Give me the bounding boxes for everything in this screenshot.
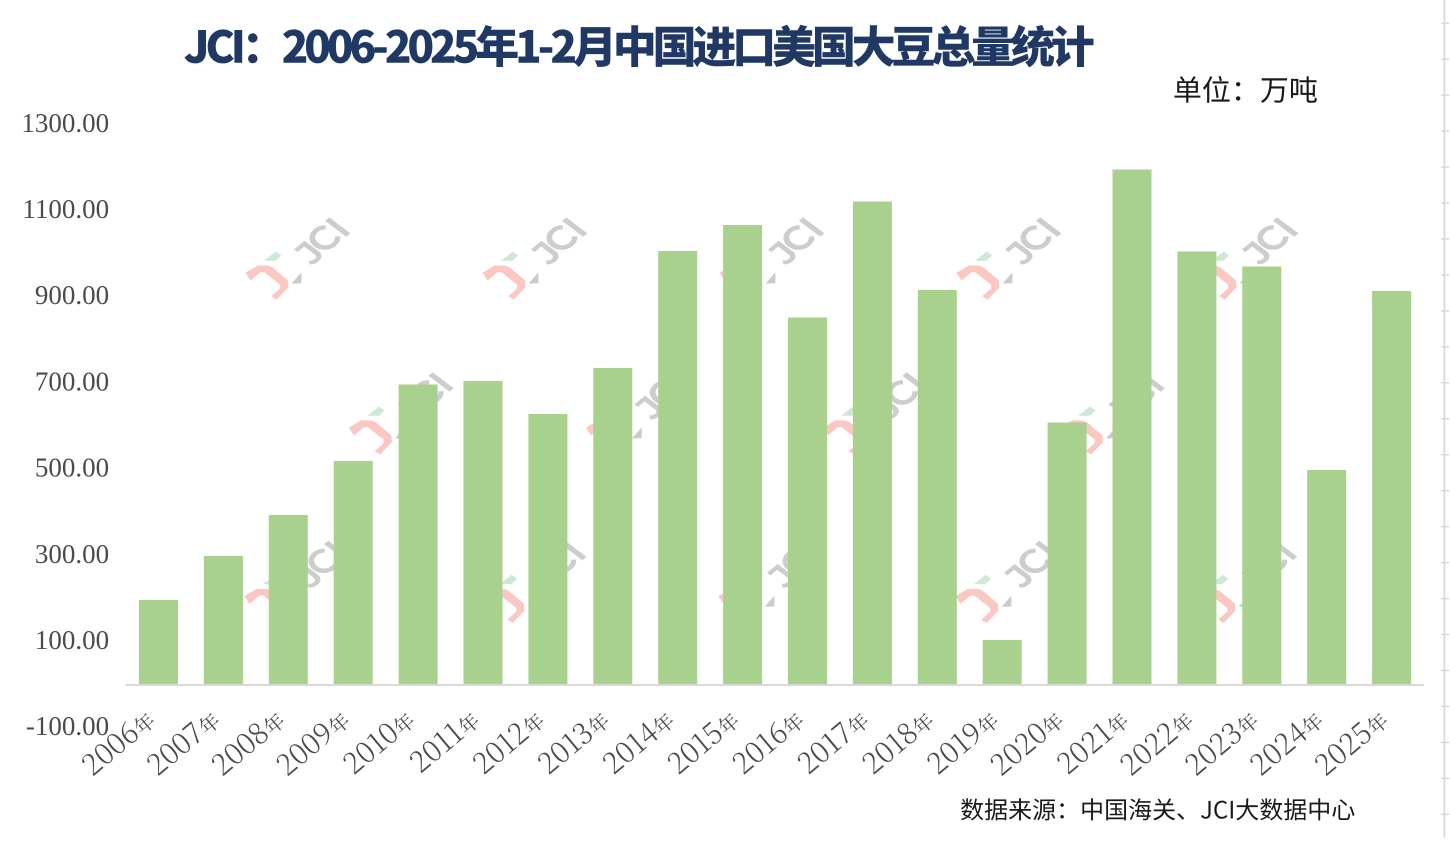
svg-text:900.00: 900.00 — [35, 280, 109, 310]
svg-text:100.00: 100.00 — [35, 625, 109, 655]
svg-text:1100.00: 1100.00 — [22, 194, 109, 224]
svg-text:700.00: 700.00 — [35, 366, 109, 396]
svg-text:500.00: 500.00 — [35, 453, 109, 483]
svg-text:1300.00: 1300.00 — [21, 108, 109, 138]
svg-text:300.00: 300.00 — [35, 539, 109, 569]
svg-text:-100.00: -100.00 — [26, 711, 109, 741]
